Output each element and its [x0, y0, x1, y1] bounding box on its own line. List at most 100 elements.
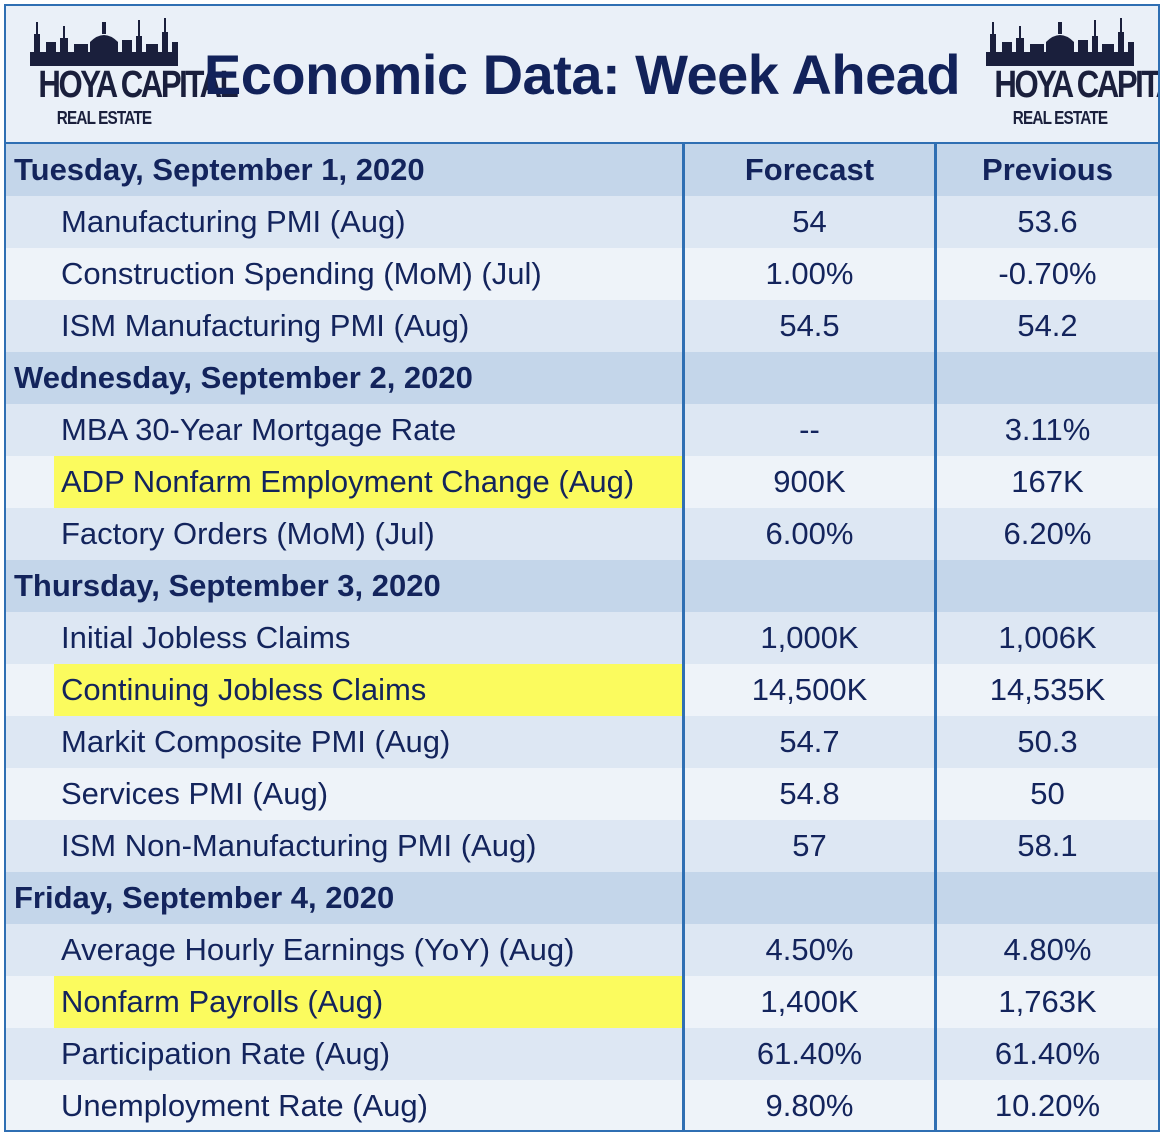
indicator-name: ADP Nonfarm Employment Change (Aug): [54, 456, 682, 508]
day-header-row: Tuesday, September 1, 2020 Forecast Previo…: [6, 144, 1158, 196]
data-table: Tuesday, September 1, 2020 Forecast Previo…: [6, 144, 1158, 1130]
forecast-value: 900K: [682, 456, 934, 508]
table-row: Average Hourly Earnings (YoY) (Aug) 4.50%…: [6, 924, 1158, 976]
table-row: Manufacturing PMI (Aug) 54 53.6: [6, 196, 1158, 248]
forecast-value: 4.50%: [682, 924, 934, 976]
hoya-capital-logo-right: HOYA CAPITAL REAL ESTATE: [980, 12, 1158, 136]
previous-value: 6.20%: [934, 508, 1158, 560]
forecast-value: 61.40%: [682, 1028, 934, 1080]
day-header-row: Friday, September 4, 2020: [6, 872, 1158, 924]
logo-wordmark: HOYA CAPITAL: [38, 64, 238, 106]
table-row: Services PMI (Aug) 54.8 50: [6, 768, 1158, 820]
indicator-cell: ADP Nonfarm Employment Change (Aug): [6, 456, 682, 508]
table-row: Markit Composite PMI (Aug) 54.7 50.3: [6, 716, 1158, 768]
previous-value: 1,006K: [934, 612, 1158, 664]
indicator-name: Unemployment Rate (Aug): [61, 1088, 428, 1123]
indicator-cell: Participation Rate (Aug): [6, 1028, 682, 1080]
forecast-value: 1.00%: [682, 248, 934, 300]
table-row: Participation Rate (Aug) 61.40% 61.40%: [6, 1028, 1158, 1080]
hoya-capital-logo-left: HOYA CAPITAL REAL ESTATE: [24, 12, 239, 136]
indicator-cell: Average Hourly Earnings (YoY) (Aug): [6, 924, 682, 976]
table-row: Continuing Jobless Claims 14,500K 14,535K: [6, 664, 1158, 716]
day-date: Friday, September 4, 2020: [14, 880, 395, 915]
logo-subtitle: REAL ESTATE: [1012, 108, 1108, 128]
day-header-row: Wednesday, September 2, 2020: [6, 352, 1158, 404]
forecast-value: 57: [682, 820, 934, 872]
previous-value: 14,535K: [934, 664, 1158, 716]
column-header-previous: [934, 352, 1158, 404]
forecast-value: 1,000K: [682, 612, 934, 664]
previous-value: 10.20%: [934, 1080, 1158, 1130]
indicator-cell: ISM Manufacturing PMI (Aug): [6, 300, 682, 352]
indicator-cell: Initial Jobless Claims: [6, 612, 682, 664]
indicator-cell: Continuing Jobless Claims: [6, 664, 682, 716]
column-header-forecast: [682, 560, 934, 612]
forecast-value: 54.5: [682, 300, 934, 352]
column-header-forecast: [682, 872, 934, 924]
table-row: ISM Non-Manufacturing PMI (Aug) 57 58.1: [6, 820, 1158, 872]
indicator-name: Participation Rate (Aug): [61, 1036, 391, 1071]
skyline-icon: [30, 18, 178, 66]
column-header-forecast: [682, 352, 934, 404]
logo-wordmark: HOYA CAPITAL: [994, 64, 1158, 106]
indicator-cell: Unemployment Rate (Aug): [6, 1080, 682, 1130]
day-date: Tuesday, September 1, 2020: [14, 152, 425, 187]
previous-value: 3.11%: [934, 404, 1158, 456]
indicator-name: Markit Composite PMI (Aug): [61, 724, 451, 759]
previous-value: 4.80%: [934, 924, 1158, 976]
table-row: Unemployment Rate (Aug) 9.80% 10.20%: [6, 1080, 1158, 1130]
indicator-name: Construction Spending (MoM) (Jul): [61, 256, 542, 291]
header: HOYA CAPITAL REAL ESTATE Economic Data: …: [6, 6, 1158, 144]
indicator-name: ISM Non-Manufacturing PMI (Aug): [61, 828, 537, 863]
forecast-value: 54.8: [682, 768, 934, 820]
day-header-row: Thursday, September 3, 2020: [6, 560, 1158, 612]
day-date: Wednesday, September 2, 2020: [14, 360, 473, 395]
previous-value: 1,763K: [934, 976, 1158, 1028]
indicator-cell: Construction Spending (MoM) (Jul): [6, 248, 682, 300]
forecast-value: 54: [682, 196, 934, 248]
indicator-cell: ISM Non-Manufacturing PMI (Aug): [6, 820, 682, 872]
indicator-name: MBA 30-Year Mortgage Rate: [61, 412, 457, 447]
indicator-name: Factory Orders (MoM) (Jul): [61, 516, 435, 551]
previous-value: 53.6: [934, 196, 1158, 248]
page-title: Economic Data: Week Ahead: [203, 43, 961, 106]
previous-value: -0.70%: [934, 248, 1158, 300]
forecast-value: 6.00%: [682, 508, 934, 560]
economic-calendar: HOYA CAPITAL REAL ESTATE Economic Data: …: [4, 4, 1160, 1132]
table-row: Initial Jobless Claims 1,000K 1,006K: [6, 612, 1158, 664]
previous-value: 50.3: [934, 716, 1158, 768]
previous-value: 54.2: [934, 300, 1158, 352]
indicator-name: Services PMI (Aug): [61, 776, 329, 811]
indicator-name: Continuing Jobless Claims: [54, 664, 682, 716]
column-header-forecast: Forecast: [682, 144, 934, 196]
skyline-icon: [986, 18, 1134, 66]
table-row: ISM Manufacturing PMI (Aug) 54.5 54.2: [6, 300, 1158, 352]
forecast-value: 14,500K: [682, 664, 934, 716]
indicator-name: Initial Jobless Claims: [61, 620, 351, 655]
indicator-cell: Nonfarm Payrolls (Aug): [6, 976, 682, 1028]
indicator-cell: Factory Orders (MoM) (Jul): [6, 508, 682, 560]
previous-value: 58.1: [934, 820, 1158, 872]
previous-value: 167K: [934, 456, 1158, 508]
day-date: Thursday, September 3, 2020: [14, 568, 441, 603]
indicator-cell: Markit Composite PMI (Aug): [6, 716, 682, 768]
indicator-cell: Manufacturing PMI (Aug): [6, 196, 682, 248]
column-header-previous: [934, 872, 1158, 924]
table-row: Nonfarm Payrolls (Aug) 1,400K 1,763K: [6, 976, 1158, 1028]
indicator-name: Average Hourly Earnings (YoY) (Aug): [61, 932, 575, 967]
previous-value: 61.40%: [934, 1028, 1158, 1080]
table-row: ADP Nonfarm Employment Change (Aug) 900K 1…: [6, 456, 1158, 508]
forecast-value: --: [682, 404, 934, 456]
indicator-cell: MBA 30-Year Mortgage Rate: [6, 404, 682, 456]
previous-value: 50: [934, 768, 1158, 820]
forecast-value: 9.80%: [682, 1080, 934, 1130]
forecast-value: 1,400K: [682, 976, 934, 1028]
table-row: Factory Orders (MoM) (Jul) 6.00% 6.20%: [6, 508, 1158, 560]
forecast-value: 54.7: [682, 716, 934, 768]
logo-subtitle: REAL ESTATE: [56, 108, 152, 128]
column-header-previous: [934, 560, 1158, 612]
table-row: MBA 30-Year Mortgage Rate -- 3.11%: [6, 404, 1158, 456]
column-header-previous: Previous: [934, 144, 1158, 196]
table-row: Construction Spending (MoM) (Jul) 1.00% -0…: [6, 248, 1158, 300]
indicator-name: Nonfarm Payrolls (Aug): [54, 976, 682, 1028]
